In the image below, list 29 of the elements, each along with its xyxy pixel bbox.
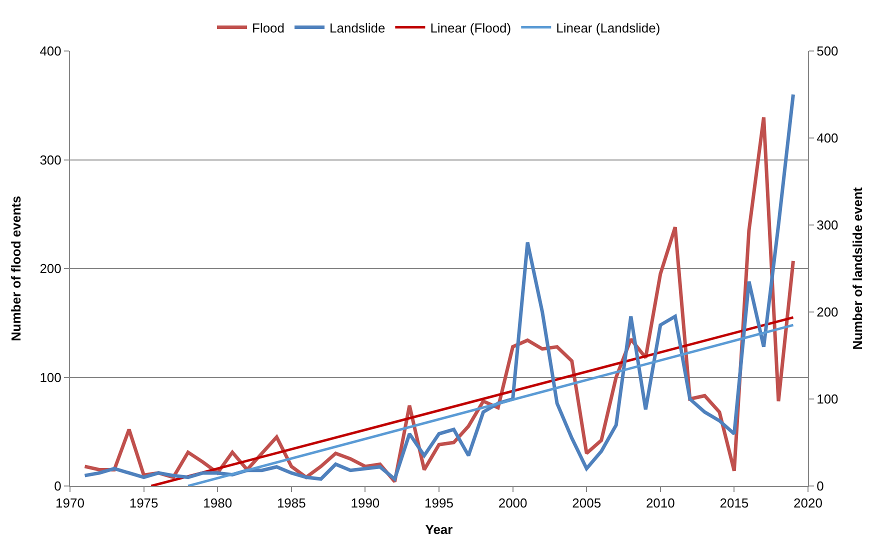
y2-axis-title: Number of landslide event xyxy=(850,186,865,350)
x-tick-label: 2005 xyxy=(572,496,602,511)
y-tick-label: 100 xyxy=(40,370,62,385)
y2-tick-label: 0 xyxy=(816,478,824,494)
y-tick-label: 300 xyxy=(40,152,62,168)
x-tick-label: 1985 xyxy=(276,496,306,511)
x-tick-label: 1995 xyxy=(424,496,454,511)
y-tick-label: 200 xyxy=(40,261,62,276)
y-axis-title: Number of flood events xyxy=(8,196,24,342)
x-tick-label: 2010 xyxy=(646,496,675,511)
x-tick-label: 2000 xyxy=(498,496,528,511)
x-tick-label: 2020 xyxy=(794,496,822,511)
y-tick-label: 0 xyxy=(54,478,62,494)
legend-label: Flood xyxy=(252,20,285,36)
y2-tick-label: 400 xyxy=(816,130,838,146)
x-tick-label: 1975 xyxy=(129,496,158,511)
y2-tick-label: 200 xyxy=(816,304,838,320)
y2-tick-label: 500 xyxy=(816,44,838,59)
x-tick-label: 1990 xyxy=(350,496,380,511)
y2-tick-label: 100 xyxy=(816,392,838,407)
legend-label: Linear (Flood) xyxy=(430,20,512,36)
x-tick-label: 1980 xyxy=(203,496,232,511)
x-axis-title: Year xyxy=(425,522,453,538)
x-tick-label: 2015 xyxy=(720,496,749,511)
y2-tick-label: 300 xyxy=(816,218,838,233)
y-tick-label: 400 xyxy=(40,44,62,59)
legend-label: Landslide xyxy=(330,20,386,36)
legend-label: Linear (Landslide) xyxy=(556,20,660,36)
x-tick-label: 1970 xyxy=(56,496,84,511)
